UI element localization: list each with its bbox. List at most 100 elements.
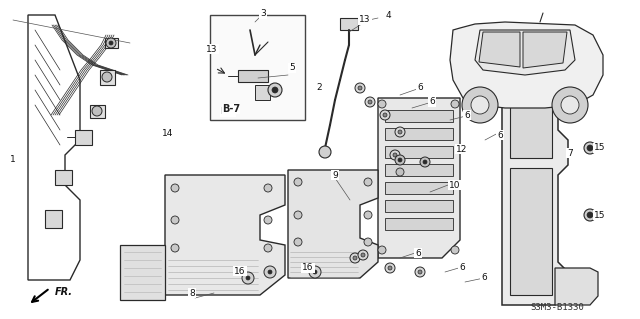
Circle shape: [552, 87, 588, 123]
Circle shape: [102, 72, 112, 82]
Text: 6: 6: [429, 98, 435, 107]
Circle shape: [264, 244, 272, 252]
Circle shape: [313, 270, 317, 274]
Circle shape: [385, 263, 395, 273]
Polygon shape: [385, 128, 453, 140]
Text: 3: 3: [260, 10, 266, 19]
Circle shape: [358, 86, 362, 90]
Polygon shape: [90, 105, 105, 118]
Polygon shape: [385, 146, 453, 158]
Circle shape: [393, 153, 397, 157]
Circle shape: [368, 100, 372, 104]
Circle shape: [364, 238, 372, 246]
Circle shape: [584, 209, 596, 221]
Text: 6: 6: [415, 249, 421, 257]
Text: 6: 6: [459, 263, 465, 272]
Text: 16: 16: [234, 266, 246, 276]
Polygon shape: [555, 268, 598, 305]
Circle shape: [264, 266, 276, 278]
Circle shape: [471, 96, 489, 114]
Polygon shape: [385, 200, 453, 212]
Circle shape: [358, 250, 368, 260]
Polygon shape: [475, 30, 575, 75]
Circle shape: [423, 160, 427, 164]
Circle shape: [462, 87, 498, 123]
Circle shape: [380, 110, 390, 120]
Circle shape: [92, 106, 102, 116]
Circle shape: [106, 38, 116, 48]
Text: 5: 5: [289, 63, 295, 72]
Circle shape: [350, 253, 360, 263]
Text: 6: 6: [481, 273, 487, 283]
Polygon shape: [100, 70, 115, 85]
Text: 10: 10: [449, 181, 461, 189]
Text: 2: 2: [316, 84, 322, 93]
Circle shape: [398, 130, 402, 134]
Circle shape: [395, 127, 405, 137]
Polygon shape: [210, 15, 305, 120]
Circle shape: [294, 211, 302, 219]
Circle shape: [415, 267, 425, 277]
Text: 15: 15: [595, 211, 605, 219]
Polygon shape: [523, 32, 567, 68]
Polygon shape: [510, 65, 552, 158]
Polygon shape: [45, 210, 62, 228]
Polygon shape: [378, 98, 460, 258]
Polygon shape: [75, 130, 92, 145]
Text: 1: 1: [10, 154, 16, 164]
Text: 6: 6: [464, 110, 470, 120]
Circle shape: [246, 276, 250, 280]
Text: 8: 8: [189, 288, 195, 298]
Circle shape: [451, 246, 459, 254]
Circle shape: [355, 83, 365, 93]
Circle shape: [378, 100, 386, 108]
Circle shape: [398, 158, 402, 162]
Text: 12: 12: [456, 145, 468, 153]
Polygon shape: [165, 175, 285, 295]
Circle shape: [109, 41, 113, 45]
Circle shape: [364, 211, 372, 219]
Text: B-7: B-7: [222, 104, 240, 114]
Circle shape: [294, 238, 302, 246]
Polygon shape: [385, 218, 453, 230]
Circle shape: [364, 178, 372, 186]
Circle shape: [378, 246, 386, 254]
Text: 15: 15: [595, 144, 605, 152]
Text: B-7: B-7: [220, 108, 236, 116]
Polygon shape: [105, 38, 118, 48]
Polygon shape: [255, 85, 270, 100]
Polygon shape: [479, 32, 520, 67]
Text: 13: 13: [206, 44, 218, 54]
Circle shape: [388, 266, 392, 270]
Circle shape: [420, 157, 430, 167]
Polygon shape: [390, 148, 440, 178]
Text: FR.: FR.: [55, 287, 73, 297]
Polygon shape: [55, 170, 72, 185]
Polygon shape: [450, 22, 603, 108]
Polygon shape: [288, 170, 378, 278]
Text: 6: 6: [497, 130, 503, 139]
Circle shape: [309, 266, 321, 278]
Circle shape: [395, 155, 405, 165]
Text: 6: 6: [417, 84, 423, 93]
Circle shape: [264, 184, 272, 192]
Text: 13: 13: [359, 16, 371, 25]
Circle shape: [584, 142, 596, 154]
Circle shape: [587, 212, 593, 218]
Circle shape: [171, 184, 179, 192]
Text: 4: 4: [385, 11, 391, 19]
Text: S3M3-B1330: S3M3-B1330: [530, 303, 584, 313]
Text: 7: 7: [567, 149, 573, 158]
Circle shape: [361, 253, 365, 257]
Circle shape: [268, 83, 282, 97]
Circle shape: [294, 178, 302, 186]
Text: 14: 14: [163, 130, 173, 138]
Polygon shape: [385, 182, 453, 194]
Circle shape: [353, 256, 357, 260]
Circle shape: [451, 100, 459, 108]
Polygon shape: [120, 245, 165, 300]
Circle shape: [390, 150, 400, 160]
Circle shape: [272, 87, 278, 93]
Circle shape: [383, 113, 387, 117]
Circle shape: [171, 216, 179, 224]
